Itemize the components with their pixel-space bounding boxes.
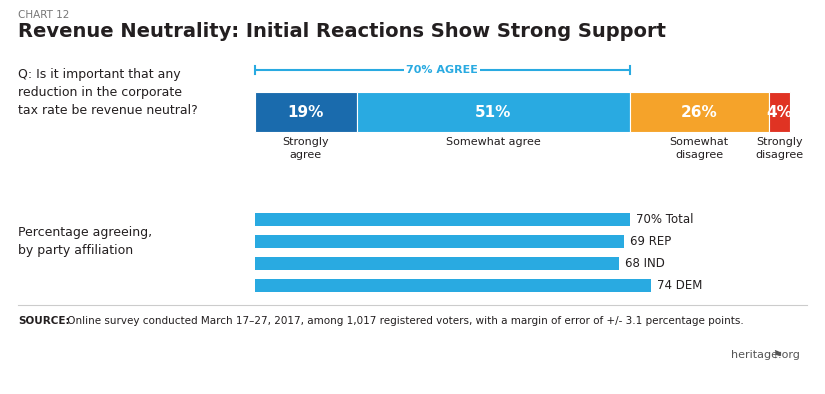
Bar: [769, 92, 790, 132]
Text: Somewhat
disagree: Somewhat disagree: [670, 137, 728, 160]
Text: 68 IND: 68 IND: [625, 257, 665, 270]
Text: 4%: 4%: [766, 104, 792, 119]
Text: heritage.org: heritage.org: [731, 350, 800, 360]
Bar: [255, 92, 356, 132]
Text: Strongly
agree: Strongly agree: [282, 137, 329, 160]
Text: Somewhat agree: Somewhat agree: [446, 137, 540, 147]
Bar: [255, 257, 619, 270]
Bar: [255, 213, 629, 226]
Text: Q: Is it important that any
reduction in the corporate
tax rate be revenue neutr: Q: Is it important that any reduction in…: [18, 68, 198, 117]
Text: 70% Total: 70% Total: [635, 213, 693, 226]
Text: Percentage agreeing,
by party affiliation: Percentage agreeing, by party affiliatio…: [18, 226, 152, 257]
Text: 69 REP: 69 REP: [630, 235, 672, 248]
Text: SOURCE:: SOURCE:: [18, 316, 69, 326]
Text: 51%: 51%: [475, 104, 512, 119]
Text: 26%: 26%: [681, 104, 718, 119]
Text: 19%: 19%: [288, 104, 324, 119]
Text: Strongly
disagree: Strongly disagree: [755, 137, 804, 160]
Bar: [629, 92, 769, 132]
Text: 74 DEM: 74 DEM: [657, 279, 702, 292]
Text: 70% AGREE: 70% AGREE: [406, 65, 478, 75]
Text: Online survey conducted March 17–27, 2017, among 1,017 registered voters, with a: Online survey conducted March 17–27, 201…: [64, 316, 744, 326]
Bar: [255, 279, 651, 292]
Bar: [356, 92, 629, 132]
Text: ⚑: ⚑: [772, 350, 782, 360]
Bar: [255, 235, 625, 248]
Text: CHART 12: CHART 12: [18, 10, 69, 20]
Text: Revenue Neutrality: Initial Reactions Show Strong Support: Revenue Neutrality: Initial Reactions Sh…: [18, 22, 666, 41]
